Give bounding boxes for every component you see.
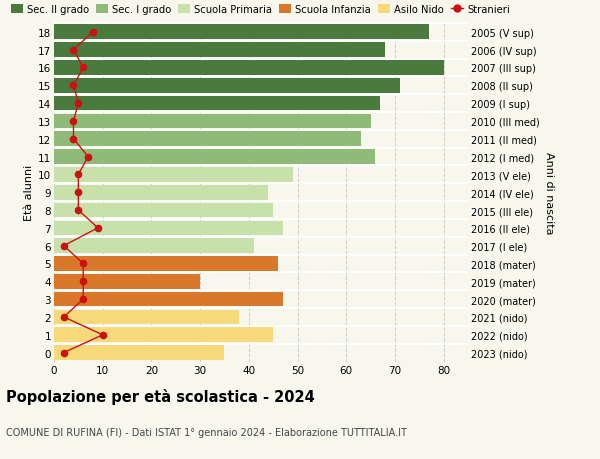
Bar [54,185,268,200]
Bar [54,114,371,129]
Bar [54,43,385,58]
Bar [54,25,429,40]
Bar [54,292,283,307]
Bar [54,96,380,111]
Bar [54,328,273,342]
Bar [54,132,361,147]
Bar [54,346,224,360]
Y-axis label: Età alunni: Età alunni [24,165,34,221]
Legend: Sec. II grado, Sec. I grado, Scuola Primaria, Scuola Infanzia, Asilo Nido, Stran: Sec. II grado, Sec. I grado, Scuola Prim… [11,5,509,15]
Bar [54,79,400,93]
Y-axis label: Anni di nascita: Anni di nascita [544,151,554,234]
Bar [54,239,254,253]
Bar [54,150,376,164]
Bar [54,168,293,182]
Bar [54,257,278,271]
Text: Popolazione per età scolastica - 2024: Popolazione per età scolastica - 2024 [6,388,315,404]
Bar [54,274,200,289]
Bar [54,221,283,235]
Bar [54,61,443,76]
Bar [54,310,239,325]
Bar [54,203,273,218]
Text: COMUNE DI RUFINA (FI) - Dati ISTAT 1° gennaio 2024 - Elaborazione TUTTITALIA.IT: COMUNE DI RUFINA (FI) - Dati ISTAT 1° ge… [6,427,407,437]
